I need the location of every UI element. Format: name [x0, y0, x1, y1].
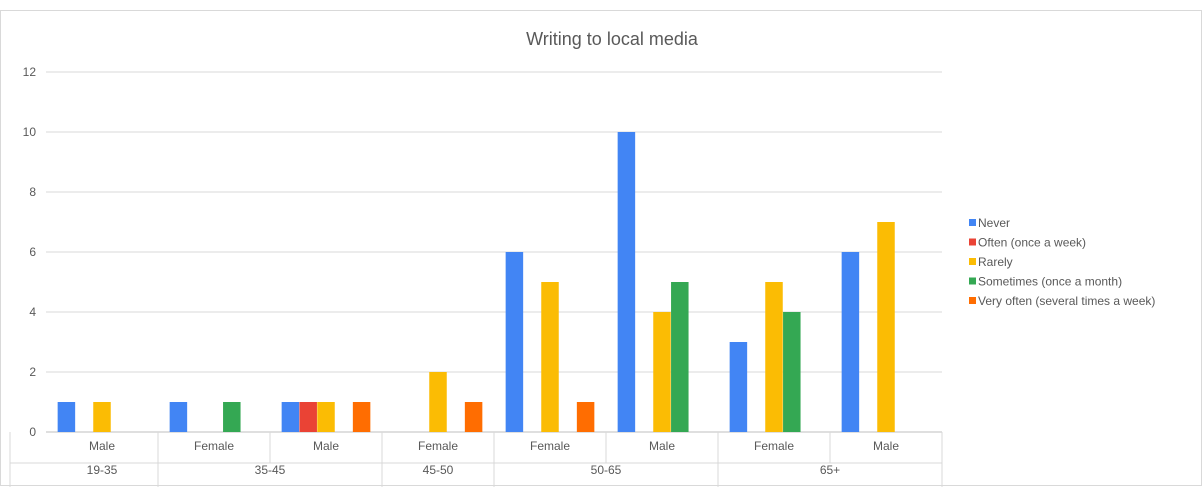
legend-label: Never [978, 216, 1010, 230]
bar-very [352, 402, 371, 432]
x-tick-label: Female [418, 439, 458, 453]
y-axis-ticks: 0 2 4 6 8 10 12 [23, 65, 37, 439]
bar-never [281, 402, 300, 432]
x-tick-label: Male [89, 439, 115, 453]
bar-sometimes [783, 312, 801, 432]
bar-rarely [93, 402, 111, 432]
bar-rarely [317, 402, 335, 432]
bar-sometimes [223, 402, 241, 432]
bars [57, 132, 895, 432]
bar-never [57, 402, 76, 432]
x-group-label: 50-65 [591, 463, 622, 477]
bar-very [464, 402, 483, 432]
y-tick-label: 2 [29, 365, 36, 379]
x-tick-label: Male [873, 439, 899, 453]
bar-never [617, 132, 636, 432]
chart-border [0, 10, 1202, 486]
bar-never [169, 402, 188, 432]
x-group-label: 19-35 [87, 463, 118, 477]
bar-very [576, 402, 595, 432]
legend-swatch [969, 297, 976, 304]
x-group-label: 45-50 [423, 463, 454, 477]
y-tick-label: 0 [29, 425, 36, 439]
bar-often [299, 402, 317, 432]
y-tick-label: 10 [23, 125, 37, 139]
bar-rarely [877, 222, 895, 432]
bar-rarely [429, 372, 447, 432]
legend-label: Rarely [978, 255, 1013, 269]
legend-label: Very often (several times a week) [978, 294, 1155, 308]
bar-rarely [653, 312, 671, 432]
y-tick-label: 8 [29, 185, 36, 199]
legend-swatch [969, 238, 976, 246]
legend-label: Sometimes (once a month) [978, 275, 1122, 289]
x-tick-label: Male [313, 439, 339, 453]
y-tick-label: 12 [23, 65, 37, 79]
x-tick-label: Female [530, 439, 570, 453]
bar-never [729, 342, 748, 432]
x-group-label: 35-45 [255, 463, 286, 477]
x-tick-label: Female [194, 439, 234, 453]
chart-title: Writing to local media [526, 29, 699, 49]
legend-label: Often (once a week) [978, 236, 1086, 250]
bar-never [505, 252, 524, 432]
bar-sometimes [671, 282, 689, 432]
bar-rarely [541, 282, 559, 432]
x-tick-label: Male [649, 439, 675, 453]
legend-swatch [969, 277, 976, 285]
legend-swatch [969, 258, 976, 265]
bar-rarely [765, 282, 783, 432]
legend-swatch [969, 219, 976, 226]
y-tick-label: 4 [29, 305, 36, 319]
y-tick-label: 6 [29, 245, 36, 259]
x-axis: Male Female Male Female Female Male Female Male… [9, 432, 943, 487]
x-group-label: 65+ [820, 463, 840, 477]
x-tick-label: Female [754, 439, 794, 453]
bar-never [841, 252, 860, 432]
legend: Never Often (once a week) Rarely Sometimes … [969, 216, 1155, 308]
